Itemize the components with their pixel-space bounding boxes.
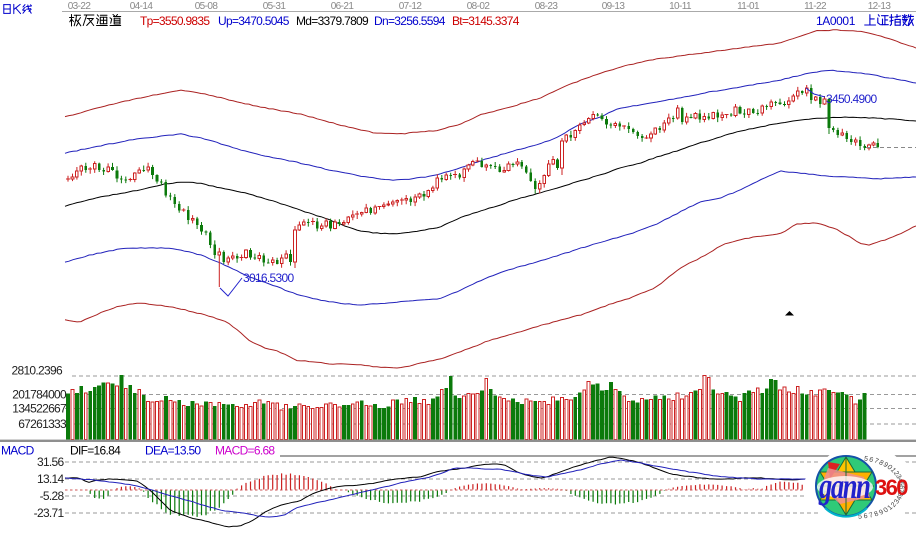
- svg-text:12-13: 12-13: [868, 1, 892, 12]
- svg-text:2: 2: [892, 470, 900, 477]
- svg-text:05-31: 05-31: [263, 1, 287, 12]
- svg-text:7: 7: [873, 458, 880, 466]
- svg-text:06-21: 06-21: [331, 1, 355, 12]
- svg-text:11-22: 11-22: [804, 1, 827, 12]
- svg-text:7: 7: [897, 488, 904, 493]
- svg-text:3450.4900: 3450.4900: [826, 92, 877, 106]
- svg-text:8: 8: [877, 459, 884, 467]
- svg-text:09-13: 09-13: [602, 1, 626, 12]
- svg-text:13.14: 13.14: [37, 472, 65, 486]
- svg-text:1A0001: 1A0001: [816, 14, 856, 28]
- svg-text:6: 6: [868, 456, 874, 464]
- svg-text:Dn=3256.5594: Dn=3256.5594: [374, 14, 446, 28]
- svg-text:1: 1: [887, 504, 895, 512]
- svg-text:Tp=3550.9835: Tp=3550.9835: [140, 14, 210, 28]
- svg-text:5: 5: [858, 513, 862, 520]
- svg-text:201784000: 201784000: [12, 387, 67, 401]
- svg-text:DEA=13.50: DEA=13.50: [145, 444, 201, 458]
- svg-text:6: 6: [863, 513, 868, 521]
- svg-text:10-11: 10-11: [669, 1, 692, 12]
- svg-text:05-08: 05-08: [195, 1, 219, 12]
- svg-text:3: 3: [894, 474, 902, 480]
- svg-text:11-01: 11-01: [737, 1, 760, 12]
- svg-text:MACD: MACD: [1, 444, 35, 458]
- svg-text:3: 3: [893, 498, 901, 505]
- svg-text:8: 8: [896, 491, 904, 497]
- svg-text:04-14: 04-14: [130, 1, 154, 12]
- svg-text:1: 1: [889, 467, 897, 474]
- svg-text:9: 9: [878, 509, 885, 517]
- svg-text:-5.28: -5.28: [40, 489, 65, 503]
- svg-text:07-12: 07-12: [399, 1, 423, 12]
- svg-text:4: 4: [896, 477, 904, 483]
- svg-text:31.56: 31.56: [37, 455, 65, 469]
- svg-text:DIF=16.84: DIF=16.84: [70, 444, 121, 458]
- svg-text:08-02: 08-02: [467, 1, 491, 12]
- svg-text:Bt=3145.3374: Bt=3145.3374: [452, 14, 520, 28]
- svg-text:134522667: 134522667: [12, 402, 67, 416]
- svg-text:67261333: 67261333: [18, 417, 67, 431]
- svg-text:gann: gann: [818, 466, 869, 506]
- svg-text:2810.2396: 2810.2396: [12, 364, 63, 378]
- svg-text:2: 2: [890, 501, 898, 508]
- svg-text:03-22: 03-22: [68, 1, 92, 12]
- svg-text:Up=3470.5045: Up=3470.5045: [218, 14, 290, 28]
- svg-text:MACD=6.68: MACD=6.68: [215, 444, 275, 458]
- svg-text:7: 7: [868, 512, 874, 520]
- svg-text:0: 0: [885, 464, 893, 472]
- svg-text:5: 5: [863, 456, 868, 464]
- svg-text:-23.71: -23.71: [34, 506, 65, 520]
- svg-text:9: 9: [882, 461, 890, 469]
- svg-text:0: 0: [883, 506, 891, 514]
- svg-text:08-23: 08-23: [535, 1, 559, 12]
- svg-text:360: 360: [875, 475, 908, 500]
- svg-text:4: 4: [896, 495, 904, 501]
- svg-text:5: 5: [897, 481, 904, 486]
- svg-text:3016.5300: 3016.5300: [243, 271, 294, 285]
- svg-text:Md=3379.7809: Md=3379.7809: [296, 14, 369, 28]
- svg-text:6: 6: [898, 485, 905, 489]
- svg-text:8: 8: [873, 510, 880, 518]
